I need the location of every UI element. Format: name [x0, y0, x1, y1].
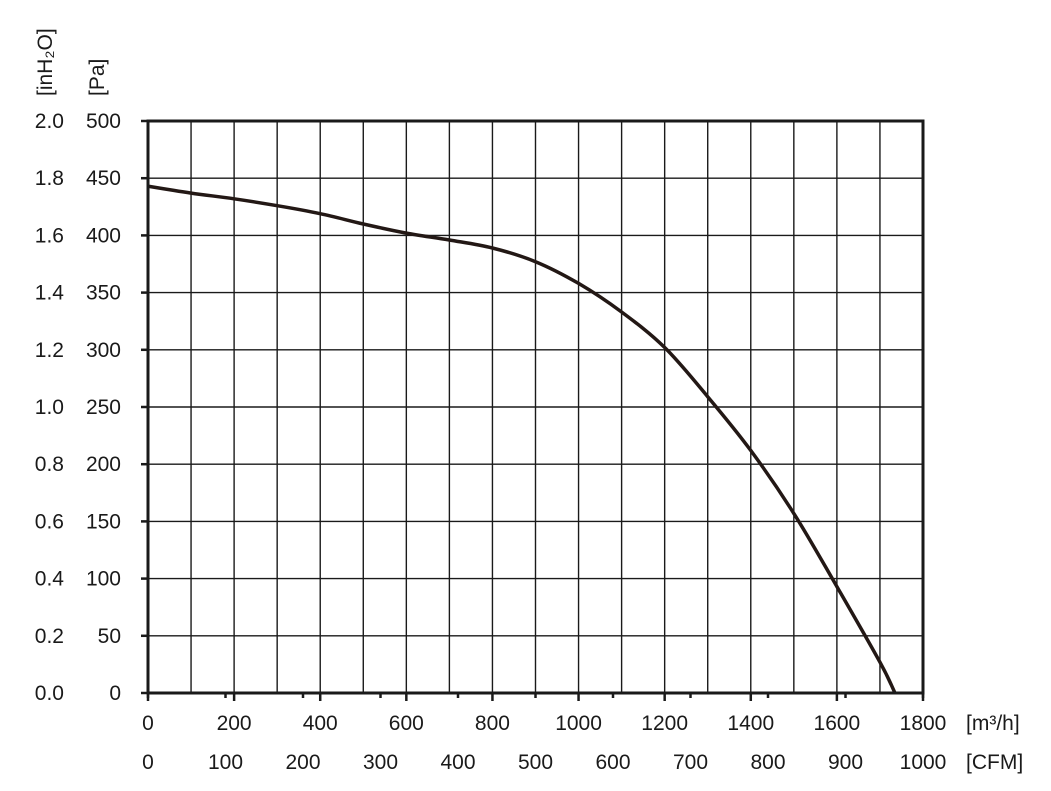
x-primary-unit-label: [m³/h]: [966, 712, 1020, 735]
y-secondary-tick-label: 1.6: [35, 224, 64, 247]
grid: [148, 121, 923, 693]
y-primary-tick-label: 50: [98, 625, 121, 648]
y-secondary-tick-label: 1.8: [35, 167, 64, 190]
performance-curve: [147, 184, 897, 694]
y-secondary-tick-label: 1.4: [35, 282, 65, 305]
x-secondary-unit-label: [CFM]: [966, 751, 1023, 774]
y-secondary-tick-label: 1.2: [35, 339, 64, 362]
y-primary-tick-label: 250: [86, 396, 121, 419]
x-secondary-tick-label: 500: [518, 751, 553, 774]
y-primary-unit-label: [Pa]: [86, 59, 109, 96]
x-secondary-tick-label: 600: [595, 751, 630, 774]
x-primary-tick-label: 800: [475, 712, 510, 735]
x-secondary-tick-label: 900: [828, 751, 863, 774]
x-secondary-tick-label: 700: [673, 751, 708, 774]
y-secondary-tick-label: 0.0: [35, 682, 64, 705]
unit-labels: [m³/h] [CFM] [Pa] [inH₂O]: [34, 28, 1023, 774]
x-primary-tick-label: 1400: [727, 712, 774, 735]
x-secondary-tick-label: 200: [285, 751, 320, 774]
x-secondary-tick-label: 1000: [900, 751, 947, 774]
y-secondary-tick-label: 0.2: [35, 625, 64, 648]
y-primary-tick-label: 150: [86, 510, 121, 533]
y-secondary-tick-label: 0.8: [35, 453, 64, 476]
curve-layer: [147, 184, 897, 694]
tick-labels: 0 50 100 150 200 250 300 350 400 450 500 0.0 0.2 0.4 0…: [35, 110, 947, 774]
x-primary-tick-label: 200: [217, 712, 252, 735]
x-primary-tick-label: 1200: [641, 712, 688, 735]
y-secondary-unit-label: [inH₂O]: [34, 28, 57, 96]
x-primary-tick-label: 400: [303, 712, 338, 735]
y-primary-tick-label: 350: [86, 282, 121, 305]
y-primary-tick-label: 0: [109, 682, 121, 705]
y-primary-tick-label: 300: [86, 339, 121, 362]
x-primary-tick-label: 1800: [900, 712, 947, 735]
y-primary-tick-label: 400: [86, 224, 121, 247]
tick-marks: [141, 119, 925, 701]
y-secondary-tick-label: 1.0: [35, 396, 64, 419]
y-primary-tick-label: 200: [86, 453, 121, 476]
x-secondary-tick-label: 800: [750, 751, 785, 774]
y-primary-tick-label: 500: [86, 110, 121, 133]
x-primary-tick-label: 1600: [814, 712, 861, 735]
x-primary-tick-label: 600: [389, 712, 424, 735]
y-secondary-tick-label: 2.0: [35, 110, 64, 133]
x-primary-tick-label: 0: [142, 712, 154, 735]
x-secondary-tick-label: 100: [208, 751, 243, 774]
x-secondary-tick-label: 300: [363, 751, 398, 774]
x-secondary-tick-label: 400: [440, 751, 475, 774]
y-primary-tick-label: 450: [86, 167, 121, 190]
y-secondary-tick-label: 0.4: [35, 568, 65, 591]
y-secondary-tick-label: 0.6: [35, 510, 64, 533]
x-primary-tick-label: 1000: [555, 712, 602, 735]
x-secondary-tick-label: 0: [142, 751, 154, 774]
y-primary-tick-label: 100: [86, 568, 121, 591]
